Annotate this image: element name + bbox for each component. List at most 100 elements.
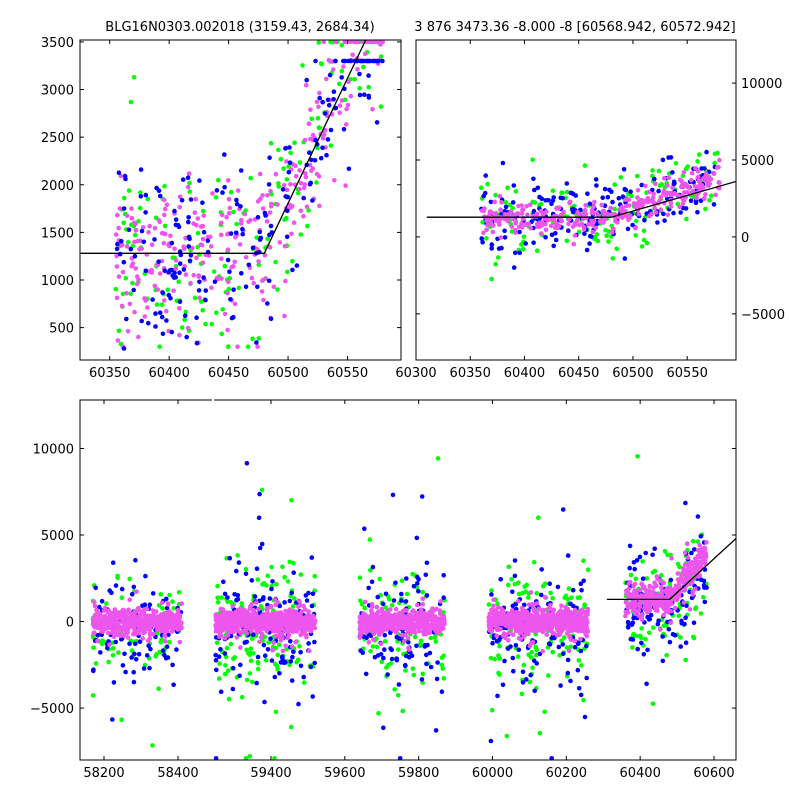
data-point: [251, 607, 256, 613]
data-point: [510, 632, 516, 637]
data-point: [220, 607, 226, 612]
data-point: [288, 659, 294, 664]
data-point: [141, 611, 147, 616]
data-point: [115, 212, 120, 218]
data-point: [519, 605, 525, 611]
x-tick-label: 60350: [450, 366, 491, 381]
data-point: [543, 235, 548, 240]
data-point: [337, 81, 342, 87]
data-point: [303, 615, 309, 620]
x-tick-label: 60450: [558, 366, 599, 381]
data-point: [305, 223, 310, 229]
data-point: [125, 621, 130, 627]
data-point: [374, 644, 380, 650]
data-point: [94, 611, 99, 617]
data-point: [140, 623, 145, 629]
data-point: [605, 194, 611, 200]
data-point: [177, 205, 182, 210]
data-point: [315, 145, 320, 151]
data-point: [264, 219, 270, 224]
data-point: [254, 566, 260, 571]
data-point: [362, 605, 368, 611]
data-point: [390, 613, 396, 619]
data-point: [549, 201, 554, 207]
data-point: [543, 227, 549, 233]
data-point: [369, 615, 375, 621]
data-point: [582, 602, 587, 607]
data-point: [269, 564, 274, 570]
data-point: [377, 576, 383, 582]
panel-top-right: 3 876 3473.36 -8.000 -8 [60568.942, 6057…: [395, 20, 785, 381]
data-point: [366, 585, 372, 591]
data-point: [136, 651, 142, 657]
data-point: [683, 640, 689, 645]
data-point: [433, 728, 439, 733]
data-point: [527, 679, 533, 685]
data-point: [94, 607, 99, 613]
data-point: [283, 643, 288, 649]
data-point: [382, 632, 388, 638]
data-point: [120, 663, 126, 668]
data-point: [122, 625, 128, 630]
data-point: [203, 288, 209, 293]
data-point: [519, 225, 525, 230]
data-point: [117, 206, 123, 211]
data-point: [536, 515, 541, 520]
data-point: [582, 163, 588, 168]
panel-top-right-title: 3 876 3473.36 -8.000 -8 [60568.942, 6057…: [414, 20, 735, 35]
data-point: [201, 275, 206, 280]
data-point: [149, 242, 155, 247]
data-point: [500, 160, 506, 166]
data-point: [277, 671, 282, 676]
data-point: [656, 618, 661, 623]
data-point: [539, 220, 545, 225]
data-point: [257, 639, 262, 645]
data-point: [678, 644, 683, 649]
data-point: [665, 183, 670, 188]
data-point: [288, 724, 294, 730]
data-point: [251, 632, 256, 637]
data-point: [645, 647, 650, 653]
data-point: [92, 603, 98, 609]
data-point: [284, 177, 290, 182]
data-point: [396, 625, 402, 631]
data-point: [557, 653, 562, 658]
data-point: [164, 202, 170, 208]
data-point: [666, 175, 672, 181]
data-point: [208, 244, 214, 249]
data-point: [302, 625, 308, 631]
data-point: [118, 173, 124, 179]
data-point: [317, 90, 322, 96]
data-point: [658, 207, 664, 212]
data-point: [179, 601, 184, 606]
data-point: [606, 239, 611, 244]
data-point: [404, 576, 409, 581]
data-point: [287, 145, 292, 150]
data-point: [362, 526, 367, 531]
data-point: [153, 324, 158, 329]
data-point: [502, 620, 508, 626]
data-point: [237, 673, 242, 679]
data-point: [273, 259, 278, 265]
data-point: [263, 276, 268, 281]
data-point: [273, 709, 279, 715]
data-point: [479, 185, 484, 190]
data-point: [256, 629, 261, 635]
data-point: [154, 628, 160, 633]
data-point: [215, 621, 220, 627]
data-point: [550, 188, 556, 193]
data-point: [373, 628, 379, 633]
data-point: [438, 599, 443, 604]
data-point: [280, 564, 285, 570]
data-point: [186, 171, 192, 176]
data-point: [256, 259, 261, 264]
data-point: [702, 585, 707, 590]
data-point: [689, 550, 694, 556]
data-point: [581, 697, 586, 703]
data-point: [431, 613, 436, 619]
data-point: [219, 612, 224, 617]
data-point: [156, 259, 161, 265]
data-point: [122, 651, 127, 657]
data-point: [268, 188, 273, 194]
